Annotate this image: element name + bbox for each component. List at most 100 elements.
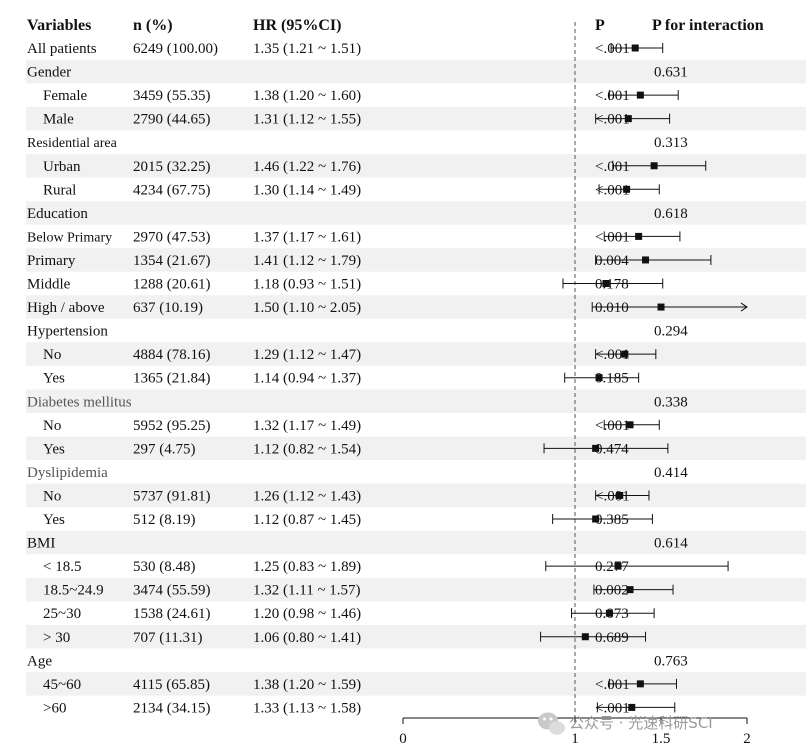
row-label: Yes <box>43 371 65 387</box>
row-shade <box>26 530 806 555</box>
row-shade <box>26 342 806 366</box>
row-shade <box>26 106 806 131</box>
table-row: >60 2134 (34.15) 1.33 (1.13 ~ 1.58) <.001 <box>43 700 676 716</box>
row-label: Rural <box>43 182 76 198</box>
hr-point <box>592 444 600 452</box>
n-value: 1288 (20.61) <box>133 277 211 293</box>
table-row: Primary 1354 (21.67) 1.41 (1.12 ~ 1.79) 0.0… <box>27 253 712 269</box>
hr-value: 1.12 (0.87 ~ 1.45) <box>253 512 361 528</box>
p-interaction-value: 0.313 <box>654 135 688 151</box>
p-interaction-value: 0.338 <box>654 394 688 410</box>
hr-value: 1.12 (0.82 ~ 1.54) <box>253 441 361 457</box>
p-value: 0.010 <box>595 300 629 316</box>
group-label: Education <box>27 206 88 222</box>
hr-point <box>635 232 643 240</box>
table-row: > 30 707 (11.31) 1.06 (0.80 ~ 1.41) 0.689 <box>43 630 647 646</box>
row-label: 18.5~24.9 <box>43 583 104 599</box>
n-value: 637 (10.19) <box>133 300 203 316</box>
p-value: <.001 <box>595 677 630 693</box>
n-value: 6249 (100.00) <box>133 41 218 57</box>
axis-tick-label: 2 <box>743 731 751 747</box>
hr-point <box>595 374 603 382</box>
p-value: 0.277 <box>595 559 629 575</box>
table-row: No 5952 (95.25) 1.32 (1.17 ~ 1.49) <.001 <box>43 418 660 434</box>
watermark-text: 公众号 · 光速科研SCI <box>569 714 713 732</box>
n-value: 4115 (65.85) <box>133 677 210 693</box>
hr-value: 1.50 (1.10 ~ 2.05) <box>253 300 361 316</box>
hr-point <box>628 703 636 711</box>
table-row: Yes 297 (4.75) 1.12 (0.82 ~ 1.54) 0.474 <box>43 441 669 457</box>
hr-value: 1.31 (1.12 ~ 1.55) <box>253 112 361 128</box>
row-shade <box>26 59 806 84</box>
hr-point <box>650 162 658 170</box>
p-value: <.001 <box>595 229 630 245</box>
hr-value: 1.30 (1.14 ~ 1.49) <box>253 182 361 198</box>
wechat-icon <box>538 712 565 735</box>
table-row: Middle 1288 (20.61) 1.18 (0.93 ~ 1.51) 0.17… <box>27 277 664 293</box>
row-label: Primary <box>27 253 76 269</box>
group-row: Diabetes mellitus 0.338 <box>27 394 688 410</box>
p-interaction-value: 0.763 <box>654 653 688 669</box>
p-value: <.001 <box>595 347 630 363</box>
hr-point <box>636 91 644 99</box>
hr-point <box>605 609 613 617</box>
table-row: No 5737 (91.81) 1.26 (1.12 ~ 1.43) <.001 <box>43 488 650 504</box>
hr-point <box>621 350 629 358</box>
row-label: > 30 <box>43 630 70 646</box>
hr-value: 1.38 (1.20 ~ 1.60) <box>253 88 361 104</box>
hr-point <box>624 115 632 123</box>
hr-value: 1.14 (0.94 ~ 1.37) <box>253 371 361 387</box>
row-label: >60 <box>43 700 66 716</box>
row-shade <box>26 672 806 696</box>
n-value: 2790 (44.65) <box>133 112 211 128</box>
hr-value: 1.46 (1.22 ~ 1.76) <box>253 159 361 175</box>
group-row: Residential area 0.313 <box>27 135 688 151</box>
table-row: No 4884 (78.16) 1.29 (1.12 ~ 1.47) <.001 <box>43 347 657 363</box>
n-value: 1365 (21.84) <box>133 371 211 387</box>
table-row: Female 3459 (55.35) 1.38 (1.20 ~ 1.60) <.00… <box>43 88 679 104</box>
p-value: 0.474 <box>595 441 629 457</box>
n-value: 3474 (55.59) <box>133 583 211 599</box>
p-value: <.001 <box>595 112 630 128</box>
table-rows: All patients 6249 (100.00) 1.35 (1.21 ~ 1.… <box>27 41 748 716</box>
n-value: 4234 (67.75) <box>133 182 211 198</box>
header-variables: Variables <box>27 17 91 34</box>
row-shade <box>26 624 806 649</box>
axis-tick-label: 0 <box>399 731 407 747</box>
row-shade <box>26 153 806 178</box>
hr-point <box>616 491 624 499</box>
row-shade <box>26 201 806 225</box>
table-row: 45~60 4115 (65.85) 1.38 (1.20 ~ 1.59) <.001 <box>43 677 677 693</box>
table-row: Below Primary 2970 (47.53) 1.37 (1.17 ~ 1.… <box>27 229 681 245</box>
row-label: Yes <box>43 512 65 528</box>
p-interaction-value: 0.294 <box>654 324 688 340</box>
n-value: 2015 (32.25) <box>133 159 211 175</box>
group-label: BMI <box>27 536 55 552</box>
hr-value: 1.25 (0.83 ~ 1.89) <box>253 559 361 575</box>
p-value: <.001 <box>595 88 630 104</box>
hr-point <box>657 303 665 311</box>
row-label: Middle <box>27 277 71 293</box>
row-label: All patients <box>27 41 97 57</box>
group-label: Dyslipidemia <box>27 465 108 481</box>
ci-arrow <box>740 302 748 312</box>
table-row: Urban 2015 (32.25) 1.46 (1.22 ~ 1.76) <.001 <box>43 159 707 175</box>
row-label: 25~30 <box>43 606 81 622</box>
row-label: Urban <box>43 159 81 175</box>
header-row: Variables n (%) HR (95%CI) P P for inter… <box>27 17 764 34</box>
n-value: 297 (4.75) <box>133 441 196 457</box>
hr-point <box>631 44 639 52</box>
group-label: Age <box>27 653 52 669</box>
hr-point <box>642 256 650 264</box>
p-value: 0.385 <box>595 512 629 528</box>
table-row: High / above 637 (10.19) 1.50 (1.10 ~ 2.05… <box>27 300 748 316</box>
group-label: Hypertension <box>27 324 108 340</box>
group-label: Diabetes mellitus <box>27 394 132 410</box>
hr-value: 1.06 (0.80 ~ 1.41) <box>253 630 361 646</box>
hr-value: 1.35 (1.21 ~ 1.51) <box>253 41 361 57</box>
hr-value: 1.32 (1.11 ~ 1.57) <box>253 583 361 599</box>
p-value: 0.178 <box>595 277 629 293</box>
p-interaction-value: 0.618 <box>654 206 688 222</box>
hr-point <box>581 633 589 641</box>
